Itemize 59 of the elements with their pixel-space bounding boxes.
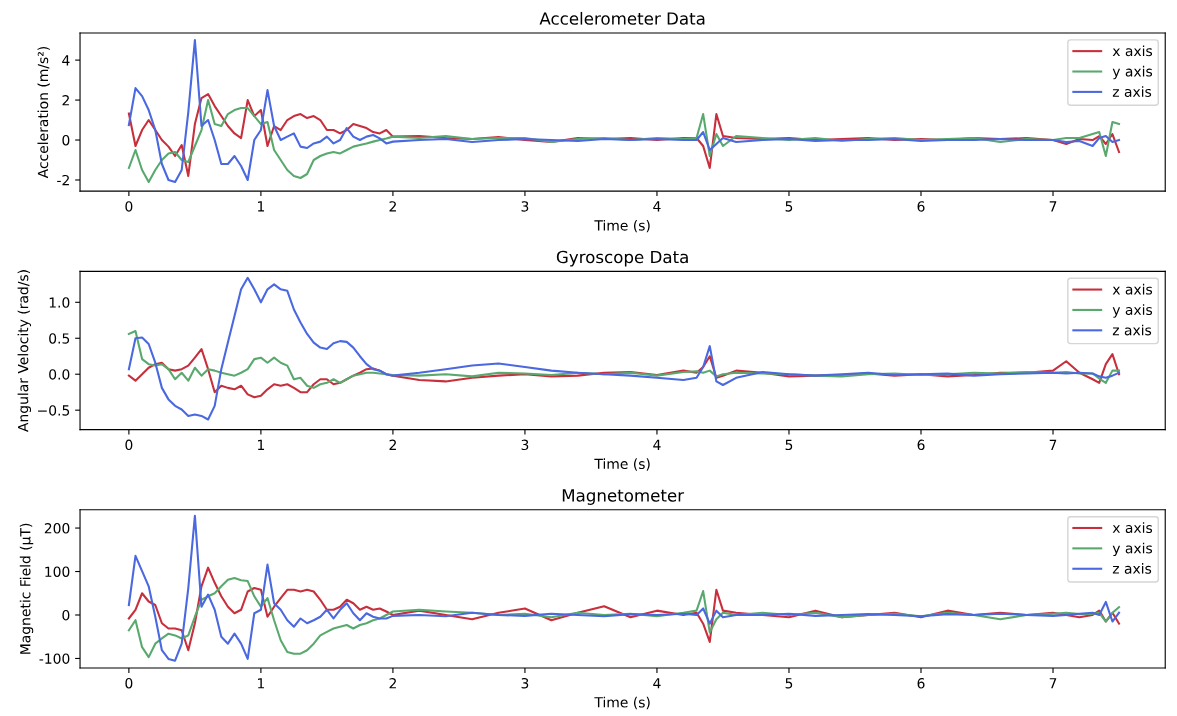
x-tick-label: 5 [785, 439, 793, 451]
x-tick-label: 6 [917, 678, 925, 689]
chart-title: Accelerometer Data [539, 11, 705, 25]
y-tick-label: −0.5 [38, 405, 70, 416]
y-tick-label: 1.0 [49, 297, 70, 308]
x-tick-label: 1 [258, 678, 265, 689]
x-tick-label: 3 [521, 678, 529, 689]
line-series [127, 276, 1121, 421]
line-series [127, 514, 1121, 662]
y-axis-title: Acceleration (m/s²) [37, 46, 50, 179]
chart-title: Magnetometer [562, 489, 685, 505]
legend-label: x axis [1112, 283, 1153, 295]
y-axis-title: Magnetic Field (µT) [19, 523, 34, 654]
y-tick-label: 0 [62, 134, 70, 146]
legend-label: x axis [1112, 522, 1153, 534]
x-tick-label: 2 [389, 201, 396, 212]
y-tick-label: 0 [62, 609, 70, 621]
x-tick-label: 4 [653, 201, 661, 212]
x-tick-label: 2 [389, 678, 396, 689]
x-tick-label: 0 [125, 439, 133, 451]
x-tick-label: 6 [917, 439, 925, 451]
x-tick-label: 4 [653, 439, 661, 450]
x-tick-label: 0 [125, 678, 133, 689]
legend-label: z axis [1112, 324, 1152, 336]
y-tick-label: 0.5 [49, 333, 70, 344]
legend-label: z axis [1112, 86, 1152, 97]
y-tick-label: 200 [44, 523, 70, 534]
x-axis-title: Time (s) [594, 696, 650, 710]
x-tick-label: 3 [521, 201, 529, 212]
legend-label: y axis [1112, 65, 1153, 80]
x-tick-label: 1 [258, 201, 265, 212]
x-tick-label: 3 [521, 439, 529, 451]
x-tick-label: 7 [1049, 678, 1057, 689]
legend-label: y axis [1112, 542, 1153, 557]
y-tick-label: -100 [39, 653, 70, 664]
y-tick-label: 4 [62, 55, 70, 66]
y-tick-label: -2 [57, 174, 69, 186]
legend-label: x axis [1112, 45, 1153, 57]
x-axis-title: Time (s) [594, 458, 650, 471]
x-tick-label: 2 [389, 439, 396, 450]
x-tick-label: 7 [1049, 201, 1057, 212]
line-series [127, 577, 1121, 659]
legend-label: z axis [1112, 563, 1152, 574]
y-tick-label: 0.0 [49, 369, 70, 380]
chart-title: Gyroscope Data [556, 250, 688, 267]
legend-label: y axis [1112, 304, 1153, 318]
x-tick-label: 4 [653, 678, 661, 689]
y-tick-label: 2 [62, 95, 69, 106]
x-tick-label: 0 [125, 201, 133, 212]
x-tick-label: 1 [258, 439, 265, 450]
y-tick-label: 100 [45, 566, 70, 577]
x-tick-label: 5 [785, 678, 793, 689]
x-tick-label: 6 [917, 201, 925, 212]
line-series [127, 39, 1121, 184]
x-axis-title: Time (s) [594, 219, 650, 233]
x-tick-label: 5 [785, 201, 793, 212]
line-series [127, 566, 1121, 652]
y-axis-title: Angular Velocity (rad/s) [17, 270, 32, 432]
x-tick-label: 7 [1049, 439, 1057, 450]
